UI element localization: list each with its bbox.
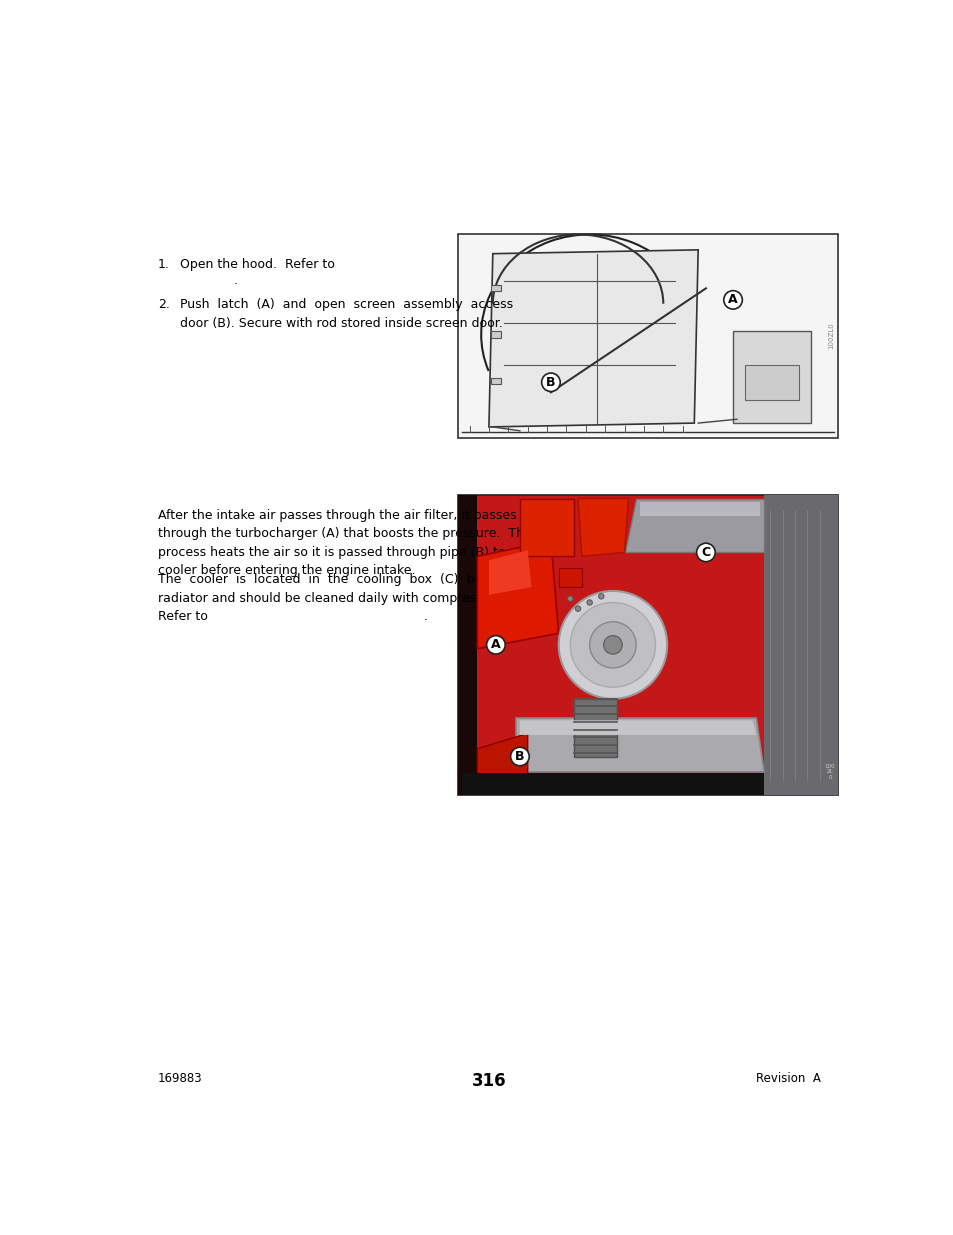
Text: .: . [233,274,237,287]
Text: 1.: 1. [158,258,170,270]
Circle shape [510,747,529,766]
Polygon shape [516,718,763,772]
Bar [491,331,500,337]
Text: C: C [700,546,710,559]
Circle shape [696,543,715,562]
Polygon shape [476,734,527,792]
Polygon shape [578,499,628,556]
Circle shape [589,621,636,668]
Text: After the intake air passes through the air filter, it passes
through the turboc: After the intake air passes through the … [158,509,534,577]
Polygon shape [476,541,558,648]
Text: The  cooler  is  located  in  the  cooling  box  (C)  behind  the
radiator and s: The cooler is located in the cooling box… [158,573,537,624]
Bar [763,495,837,795]
Text: A: A [491,638,500,651]
Polygon shape [519,720,756,735]
Bar [558,568,581,587]
Bar [457,495,837,795]
Bar [457,495,476,795]
Polygon shape [639,503,760,516]
Bar [461,773,763,795]
Bar [744,366,798,400]
Circle shape [558,592,666,699]
Bar [457,235,837,438]
Text: 100ZL0: 100ZL0 [827,322,834,350]
Circle shape [570,603,655,687]
Circle shape [723,290,741,309]
Text: 316: 316 [471,1072,506,1091]
Text: Push  latch  (A)  and  open  screen  assembly  access
door (B). Secure with rod : Push latch (A) and open screen assembly … [179,299,513,330]
Text: 2.: 2. [158,299,170,311]
Bar [574,699,617,757]
Text: B: B [546,375,555,389]
Circle shape [486,636,505,655]
Text: Revision  A: Revision A [755,1072,820,1086]
Polygon shape [488,249,698,427]
Text: 100
ZL
0: 100 ZL 0 [823,763,834,781]
Circle shape [598,594,603,599]
Polygon shape [519,499,574,556]
Bar [491,285,500,291]
Text: Open the hood.  Refer to: Open the hood. Refer to [179,258,335,270]
Text: A: A [727,294,737,306]
Circle shape [575,606,580,611]
Circle shape [586,600,592,605]
Bar [732,331,810,424]
Text: B: B [515,750,524,763]
Circle shape [567,597,573,601]
Polygon shape [488,550,531,595]
Polygon shape [624,499,763,552]
Circle shape [541,373,559,391]
Bar [491,378,500,384]
Circle shape [603,636,621,655]
Text: 169883: 169883 [158,1072,202,1086]
